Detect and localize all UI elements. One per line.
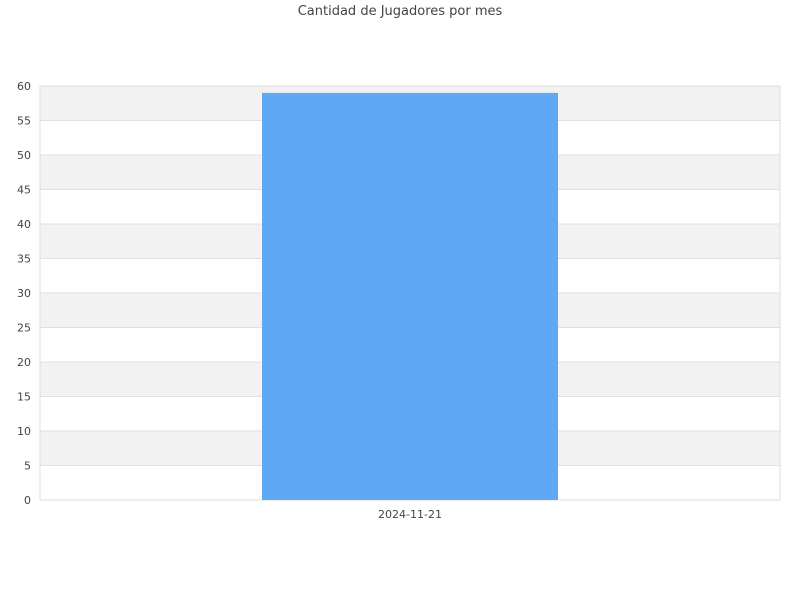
y-tick-label: 30: [17, 287, 31, 300]
x-tick-label: 2024-11-21: [378, 508, 442, 521]
y-tick-label: 15: [17, 391, 31, 404]
y-tick-label: 5: [24, 460, 31, 473]
bars: [262, 92, 558, 501]
y-tick-label: 35: [17, 253, 31, 266]
y-tick-label: 60: [17, 80, 31, 93]
y-tick-label: 0: [24, 494, 31, 507]
y-axis-ticks: 0 5 10 15 20 25 30 35 40 45 50 55 60: [17, 80, 31, 507]
bar: [262, 92, 558, 501]
y-tick-label: 25: [17, 322, 31, 335]
y-tick-label: 20: [17, 356, 31, 369]
y-tick-label: 45: [17, 184, 31, 197]
x-axis-ticks: 2024-11-21: [378, 508, 442, 521]
y-tick-label: 40: [17, 218, 31, 231]
y-tick-label: 50: [17, 149, 31, 162]
y-tick-label: 55: [17, 115, 31, 128]
y-tick-label: 10: [17, 425, 31, 438]
chart-title: Cantidad de Jugadores por mes: [297, 4, 503, 19]
